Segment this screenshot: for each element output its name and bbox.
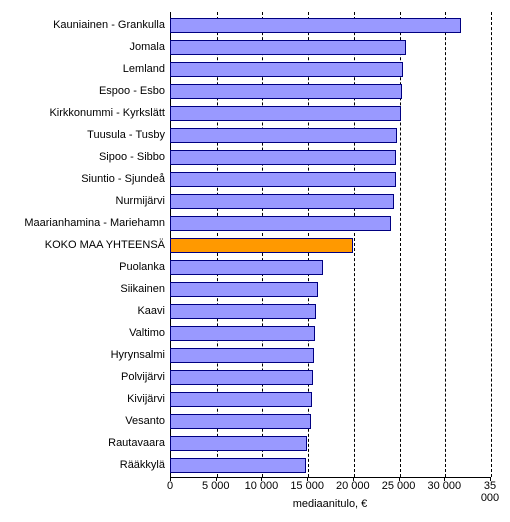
category-label: KOKO MAA YHTEENSÄ xyxy=(45,239,165,251)
bar xyxy=(170,106,401,121)
category-label: Polvijärvi xyxy=(121,371,165,383)
category-label: Valtimo xyxy=(129,327,165,339)
bar xyxy=(170,18,461,33)
bar xyxy=(170,84,402,99)
x-tick-label: 30 000 xyxy=(427,480,461,492)
bar xyxy=(170,370,313,385)
bar xyxy=(170,414,311,429)
bar xyxy=(170,40,406,55)
bar xyxy=(170,282,318,297)
category-label: Lemland xyxy=(123,63,165,75)
bar xyxy=(170,260,323,275)
x-tick-label: 0 xyxy=(167,480,173,492)
category-label: Rautavaara xyxy=(108,437,165,449)
gridline xyxy=(445,12,446,477)
bar xyxy=(170,392,312,407)
x-axis-title: mediaanitulo, € xyxy=(170,498,490,510)
category-label: Hyrynsalmi xyxy=(111,349,165,361)
category-label: Espoo - Esbo xyxy=(99,85,165,97)
gridline xyxy=(400,12,401,477)
x-tick-label: 10 000 xyxy=(245,480,279,492)
x-tick-label: 5 000 xyxy=(202,480,230,492)
median-income-chart: mediaanitulo, € 0 5 000 10 000 15 000 20 000… xyxy=(0,0,510,522)
category-label: Nurmijärvi xyxy=(116,195,166,207)
category-label: Sipoo - Sibbo xyxy=(99,151,165,163)
category-label: Siikainen xyxy=(120,283,165,295)
category-label: Rääkkylä xyxy=(120,459,165,471)
bar xyxy=(170,216,391,231)
category-label: Maarianhamina - Mariehamn xyxy=(24,217,165,229)
x-tick-label: 35 000 xyxy=(480,480,500,504)
bar xyxy=(170,304,316,319)
bar xyxy=(170,326,315,341)
bar-highlight xyxy=(170,238,353,253)
bar xyxy=(170,62,403,77)
category-label: Jomala xyxy=(130,41,165,53)
category-label: Puolanka xyxy=(119,261,165,273)
gridline xyxy=(354,12,355,477)
category-label: Kirkkonummi - Kyrkslätt xyxy=(49,107,165,119)
category-label: Tuusula - Tusby xyxy=(87,129,165,141)
gridline xyxy=(491,12,492,477)
bar xyxy=(170,194,394,209)
x-tick-label: 25 000 xyxy=(382,480,416,492)
category-label: Kaavi xyxy=(137,305,165,317)
bar xyxy=(170,172,396,187)
category-label: Siuntio - Sjundeå xyxy=(81,173,165,185)
bar xyxy=(170,128,397,143)
bar xyxy=(170,348,314,363)
x-tick-label: 20 000 xyxy=(336,480,370,492)
category-label: Vesanto xyxy=(125,415,165,427)
x-tick-label: 15 000 xyxy=(290,480,324,492)
bar xyxy=(170,458,306,473)
bar xyxy=(170,436,307,451)
category-label: Kivijärvi xyxy=(127,393,165,405)
category-label: Kauniainen - Grankulla xyxy=(53,19,165,31)
bar xyxy=(170,150,396,165)
